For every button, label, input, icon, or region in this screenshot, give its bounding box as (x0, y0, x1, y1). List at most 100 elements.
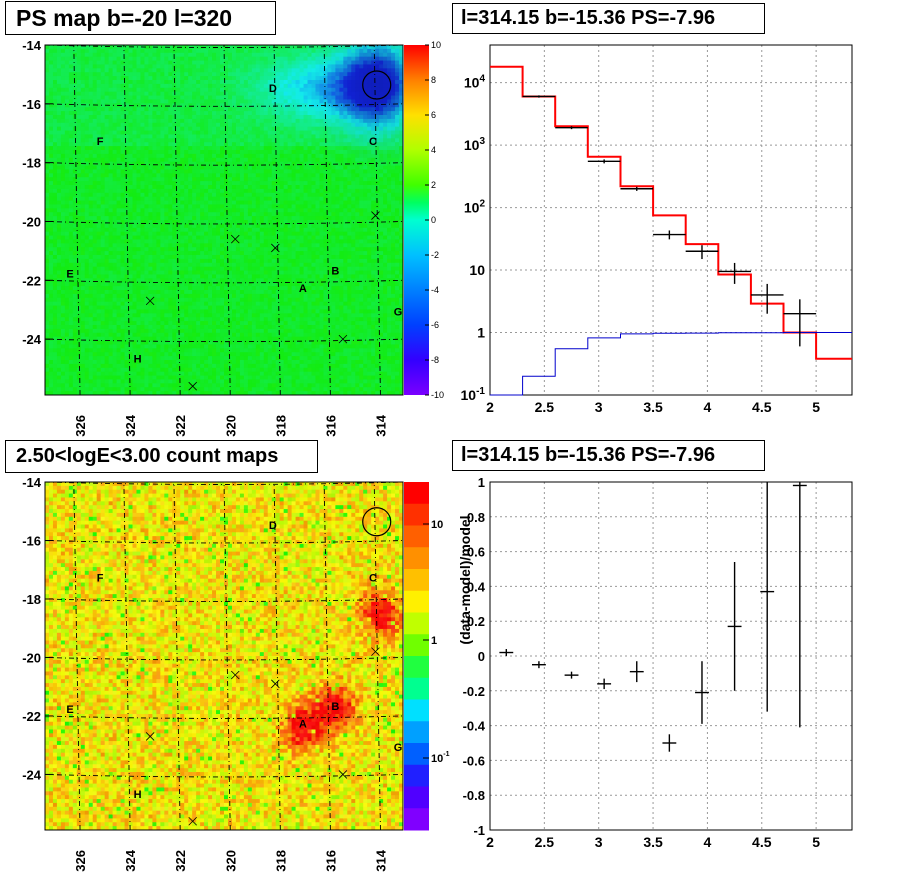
map-pixel (92, 87, 98, 93)
map-pixel (144, 111, 149, 116)
map-pixel (164, 348, 169, 353)
map-pixel (88, 309, 94, 314)
map-pixel (247, 185, 253, 190)
map-pixel (64, 118, 70, 124)
map-pixel (204, 68, 209, 73)
map-pixel (100, 80, 106, 85)
map-pixel (208, 220, 213, 225)
map-pixel (156, 344, 161, 349)
map-pixel (72, 157, 78, 163)
map-pixel (220, 181, 225, 186)
map-pixel (176, 95, 181, 100)
map-pixel (227, 227, 233, 233)
map-pixel (92, 150, 98, 155)
map-pixel (88, 313, 94, 318)
map-pixel (184, 375, 189, 380)
map-pixel (96, 290, 102, 295)
map-pixel (132, 262, 137, 268)
map-pixel (235, 80, 241, 85)
map-pixel (216, 48, 221, 54)
map-pixel (88, 231, 94, 237)
map-pixel (60, 188, 66, 194)
map-pixel (216, 360, 221, 365)
map-pixel (231, 375, 237, 380)
map-pixel (48, 258, 54, 264)
map-pixel (144, 266, 149, 272)
map-pixel (56, 258, 62, 264)
map-pixel (152, 258, 157, 264)
map-pixel (212, 161, 217, 167)
map-pixel (255, 356, 261, 361)
map-pixel (184, 68, 189, 73)
map-pixel (176, 76, 181, 81)
map-pixel (104, 328, 110, 334)
map-pixel (239, 332, 245, 338)
map-pixel (100, 126, 106, 132)
map-pixel (164, 153, 169, 159)
map-pixel (52, 251, 58, 256)
map-pixel (259, 367, 265, 373)
map-pixel (184, 64, 189, 69)
map-pixel (124, 367, 130, 373)
map-pixel (156, 220, 161, 225)
map-pixel (80, 91, 86, 97)
map-pixel (68, 87, 74, 93)
map-pixel (116, 95, 122, 100)
map-pixel (184, 142, 189, 147)
map-pixel (60, 80, 66, 85)
map-pixel (208, 126, 213, 132)
map-pixel (176, 348, 181, 353)
map-pixel (208, 297, 213, 303)
map-pixel (216, 336, 221, 342)
map-pixel (52, 231, 58, 237)
map-pixel (216, 56, 221, 62)
map-pixel (204, 45, 209, 50)
map-pixel (259, 99, 265, 104)
map-pixel (172, 181, 177, 186)
map-pixel (104, 266, 110, 272)
map-pixel (96, 243, 102, 248)
map-pixel (52, 270, 58, 275)
map-pixel (220, 340, 225, 345)
map-pixel (259, 212, 265, 217)
map-pixel (172, 282, 177, 287)
map-pixel (132, 87, 137, 93)
map-pixel (116, 223, 122, 229)
map-pixel (184, 118, 189, 124)
map-pixel (68, 239, 74, 244)
map-pixel (60, 367, 66, 373)
map-pixel (100, 138, 106, 143)
map-pixel (68, 212, 74, 217)
map-pixel (84, 107, 90, 112)
map-pixel (124, 107, 130, 112)
map-pixel (168, 142, 173, 147)
map-pixel (255, 227, 261, 233)
map-pixel (168, 185, 173, 190)
map-pixel (231, 87, 237, 93)
map-pixel (112, 220, 118, 225)
map-pixel (231, 103, 237, 108)
map-pixel (196, 52, 201, 58)
map-pixel (92, 45, 98, 50)
map-pixel (45, 103, 50, 108)
map-pixel (156, 309, 161, 314)
map-pixel (188, 76, 193, 81)
map-pixel (235, 173, 241, 178)
map-pixel (148, 126, 153, 132)
map-pixel (100, 52, 106, 58)
map-pixel (235, 150, 241, 155)
map-pixel (192, 367, 197, 373)
map-pixel (100, 340, 106, 345)
map-pixel (184, 371, 189, 377)
map-pixel (224, 286, 229, 291)
map-pixel (104, 72, 110, 77)
map-pixel (200, 200, 205, 205)
map-pixel (184, 363, 189, 369)
map-pixel (80, 157, 86, 163)
map-pixel (251, 68, 257, 73)
map-pixel (196, 157, 201, 163)
map-pixel (196, 95, 201, 100)
map-pixel (80, 247, 86, 252)
map-pixel (235, 297, 241, 303)
map-pixel (100, 309, 106, 314)
